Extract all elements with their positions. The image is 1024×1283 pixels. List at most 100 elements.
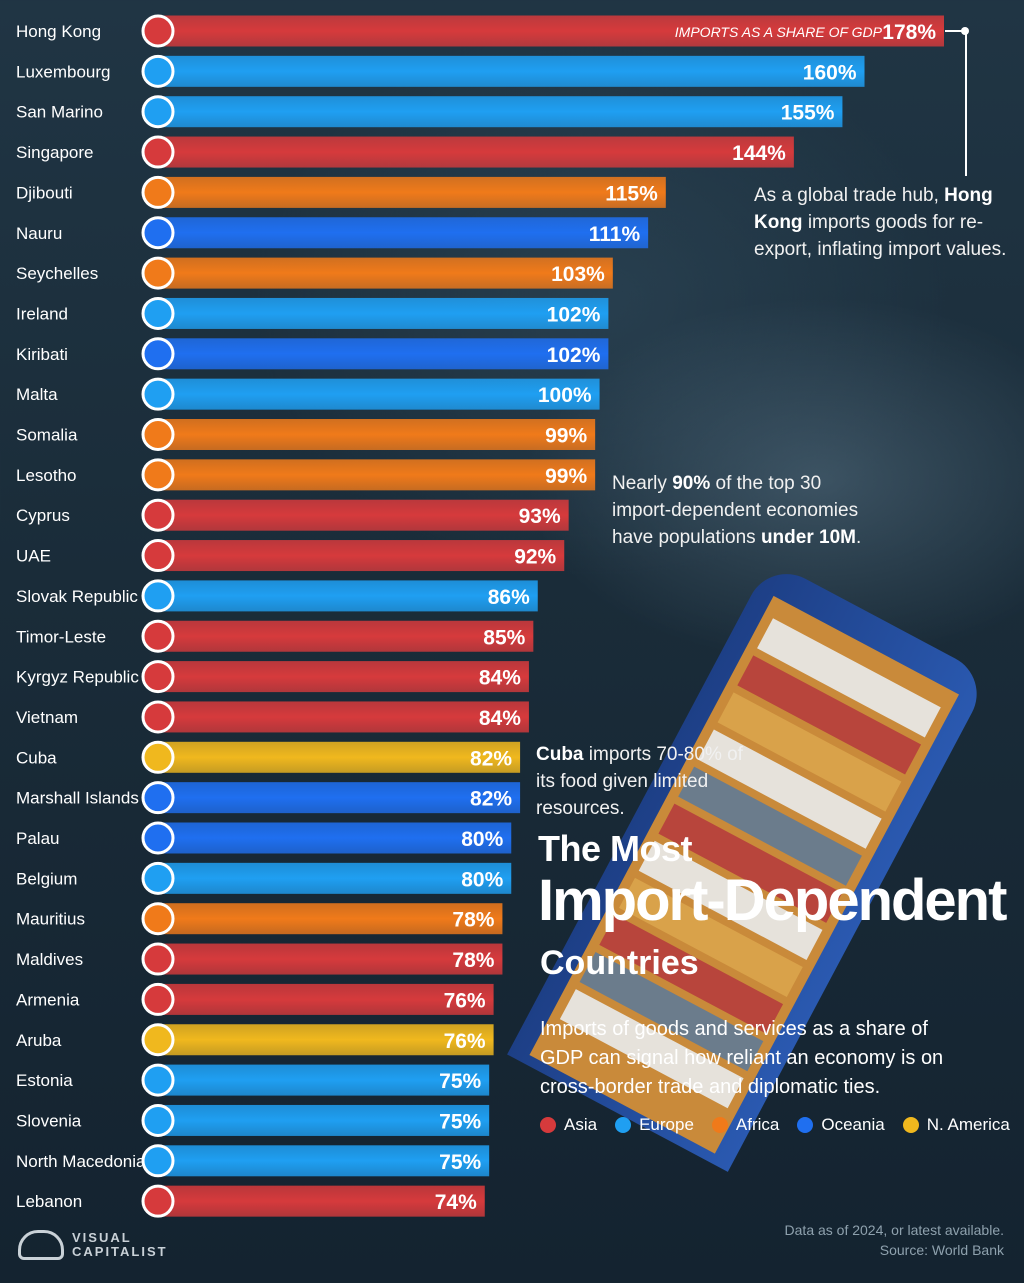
value-label: 85% (483, 626, 525, 649)
value-label: 76% (444, 989, 486, 1012)
value-label: 75% (439, 1110, 481, 1133)
country-label: Estonia (16, 1071, 73, 1090)
bar-armenia (158, 983, 494, 1015)
logo-line-2: CAPITALIST (72, 1244, 168, 1259)
legend-item-asia: Asia (540, 1115, 597, 1135)
country-label: Kiribati (16, 345, 68, 364)
value-label: 92% (514, 546, 556, 569)
flag-aruba-icon (141, 1023, 175, 1057)
logo-icon (18, 1230, 64, 1260)
value-label: 75% (439, 1070, 481, 1093)
value-label: 93% (519, 505, 561, 528)
bar-belgium (158, 862, 512, 894)
legend-label: Asia (564, 1115, 598, 1134)
legend-item-africa: Africa (711, 1115, 779, 1135)
bar-seychelles (158, 257, 613, 289)
value-label: 76% (444, 1030, 486, 1053)
legend-swatch (615, 1117, 632, 1133)
flag-vietnam-icon (141, 700, 175, 734)
value-label: 100% (538, 384, 592, 407)
value-label: 115% (605, 182, 658, 205)
country-label: Malta (16, 385, 58, 404)
bar-north-macedonia (158, 1145, 490, 1177)
value-label: 80% (461, 828, 503, 851)
flag-nauru-icon (141, 216, 175, 250)
flag-slovak-republic-icon (141, 579, 175, 613)
legend-label: Oceania (821, 1115, 885, 1134)
bar-lesotho (158, 459, 596, 491)
flag-cuba-icon (141, 740, 175, 774)
legend-item-europe: Europe (615, 1115, 694, 1135)
country-label: Luxembourg (16, 62, 111, 81)
bar-aruba (158, 1024, 494, 1056)
bar-timor-leste (158, 620, 534, 652)
flag-djibouti-icon (141, 175, 175, 209)
country-label: Timor-Leste (16, 627, 106, 646)
value-label: 82% (470, 788, 512, 811)
country-label: Vietnam (16, 708, 78, 727)
flag-lesotho-icon (141, 458, 175, 492)
bar-vietnam (158, 701, 529, 733)
flag-somalia-icon (141, 418, 175, 451)
flag-uae-icon (141, 539, 175, 573)
legend-label: N. America (926, 1115, 1010, 1134)
subtitle: Imports of goods and services as a share… (540, 1018, 944, 1098)
value-label: 102% (547, 303, 601, 326)
country-label: Cyprus (16, 506, 70, 525)
bar-kiribati (158, 338, 609, 370)
bar-malta (158, 378, 600, 410)
value-label: 74% (435, 1191, 477, 1214)
country-label: Slovenia (16, 1111, 82, 1130)
value-label: 80% (461, 868, 503, 891)
value-label: 155% (781, 102, 835, 125)
flag-ireland-icon (141, 296, 175, 330)
legend-item-n-america: N. America (902, 1115, 1010, 1135)
title-line-1: The Most (538, 828, 693, 869)
value-label: 144% (732, 142, 786, 165)
flag-kiribati-icon (141, 337, 175, 371)
visual-capitalist-logo: VISUAL CAPITALIST (18, 1230, 168, 1260)
bar-singapore (158, 136, 794, 168)
flag-maldives-icon (141, 942, 175, 976)
value-label: 99% (545, 425, 587, 448)
bar-palau (158, 822, 512, 854)
value-label: 78% (452, 909, 494, 932)
value-label: 75% (439, 1151, 481, 1174)
bar-luxembourg (158, 55, 865, 87)
value-label: 102% (547, 344, 601, 367)
country-label: Slovak Republic (16, 587, 138, 606)
value-label: 160% (803, 61, 857, 84)
country-label: Aruba (16, 1031, 62, 1050)
country-label: Kyrgyz Republic (16, 668, 139, 687)
value-label: 178% (882, 21, 936, 44)
bar-cuba (158, 741, 521, 773)
country-label: Armenia (16, 990, 80, 1009)
country-label: Mauritius (16, 910, 85, 929)
annotation-cuba: Cuba imports 70-80% of its food given li… (536, 744, 743, 819)
flag-mauritius-icon (141, 902, 175, 936)
country-label: Djibouti (16, 183, 73, 202)
legend-swatch (797, 1117, 814, 1133)
value-label: 99% (545, 465, 587, 488)
country-label: Singapore (16, 143, 94, 162)
flag-marshall-islands-icon (141, 781, 175, 815)
country-label: UAE (16, 547, 51, 566)
bar-slovak-republic (158, 580, 538, 612)
legend: Asia Europe Africa Oceania N. America (540, 1115, 1010, 1135)
flag-hong-kong-icon (141, 14, 175, 48)
bar-kyrgyz-republic (158, 661, 529, 693)
value-label: 103% (551, 263, 605, 286)
country-label: Marshall Islands (16, 789, 139, 808)
legend-item-oceania: Oceania (797, 1115, 885, 1135)
country-label: Lesotho (16, 466, 77, 485)
flag-luxembourg-icon (141, 54, 175, 88)
flag-slovenia-icon (141, 1103, 175, 1137)
flag-lebanon-icon (141, 1184, 175, 1218)
bar-estonia (158, 1064, 490, 1096)
callout-line (945, 30, 967, 32)
flag-seychelles-icon (141, 256, 175, 290)
legend-swatch (711, 1117, 728, 1133)
value-label: 84% (479, 707, 521, 730)
bar-marshall-islands (158, 782, 521, 814)
